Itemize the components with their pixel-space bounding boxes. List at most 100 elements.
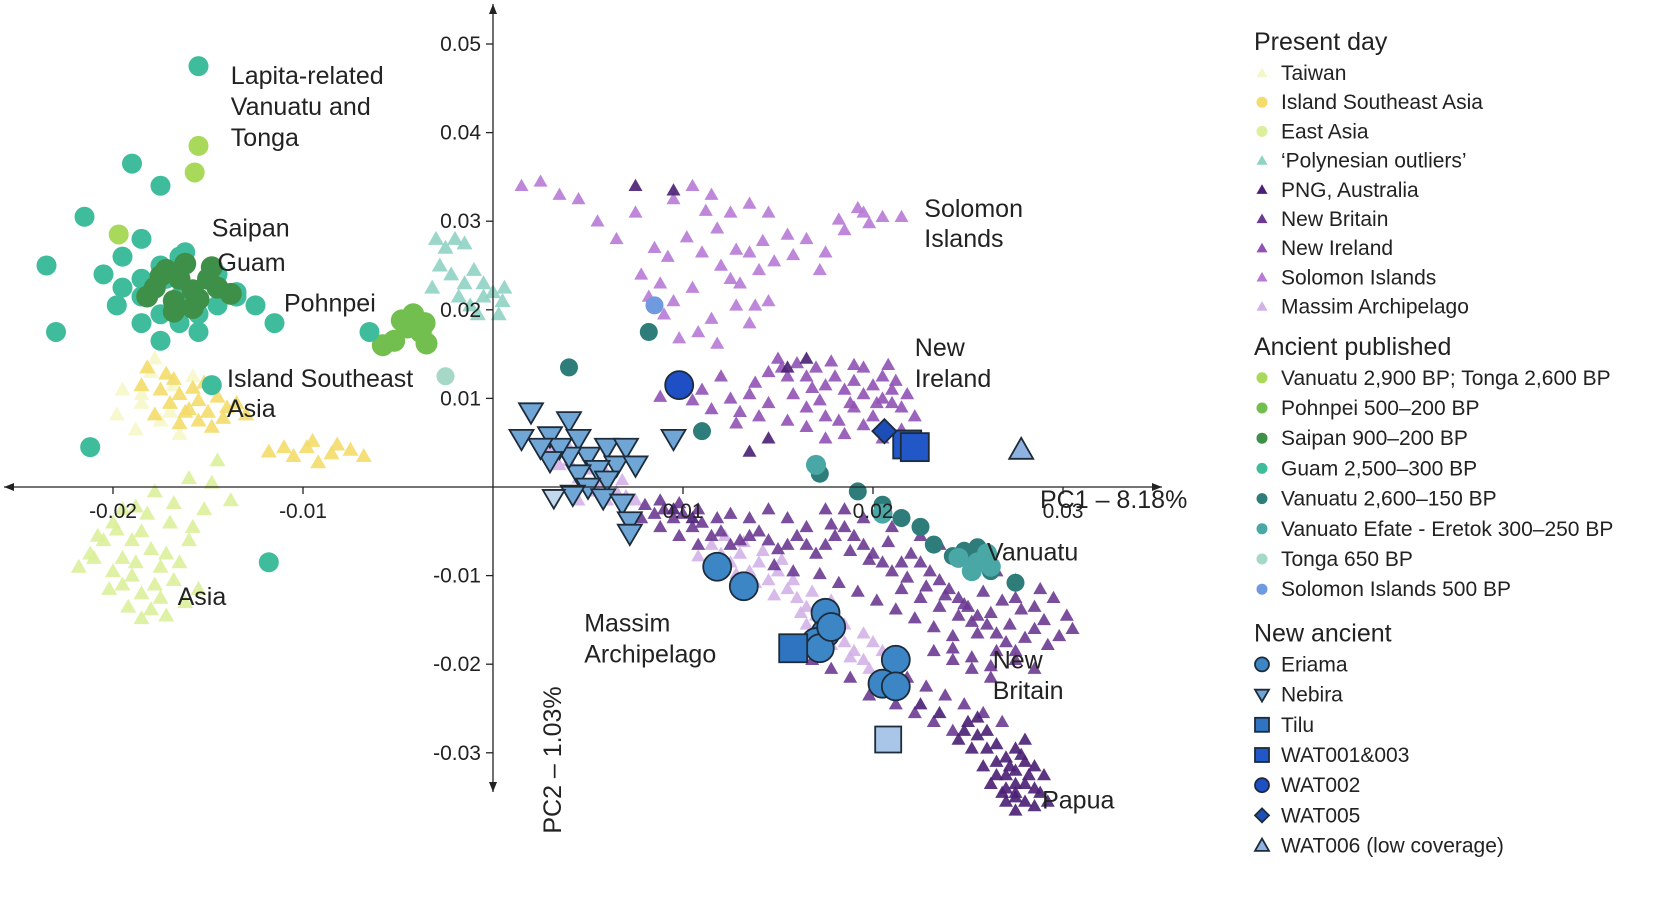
point-nebira bbox=[564, 428, 593, 453]
point-eriama bbox=[880, 671, 911, 702]
point-nebira bbox=[659, 428, 688, 453]
point-polynesian-outliers bbox=[443, 266, 460, 281]
point-solomon-islands bbox=[704, 187, 719, 200]
point-guam-2-500-300-bp bbox=[122, 153, 142, 174]
point-new-britain bbox=[824, 661, 839, 674]
region-label: Ireland bbox=[915, 365, 991, 393]
point-island-southeast-asia bbox=[152, 381, 169, 396]
point-new-britain bbox=[1002, 617, 1017, 630]
point-solomon-islands bbox=[704, 311, 719, 324]
region-label: Vanuatu bbox=[987, 539, 1078, 567]
point-new-britain bbox=[1008, 590, 1023, 603]
point-east-asia bbox=[143, 601, 159, 616]
point-wat002 bbox=[664, 370, 695, 401]
point-polynesian-outliers bbox=[475, 275, 492, 290]
legend-item-label: Pohnpei 500–200 BP bbox=[1281, 397, 1480, 420]
series-solomon-islands bbox=[514, 174, 909, 349]
point-taiwan bbox=[146, 350, 163, 365]
point-new-ireland bbox=[869, 395, 884, 409]
point-vanuatu-2-900-bp-tonga-2-600-bp bbox=[108, 224, 129, 245]
point-vanuatu-2-900-bp-tonga-2-600-bp bbox=[188, 135, 209, 156]
point-tonga-650-bp bbox=[436, 367, 455, 386]
point-solomon-islands bbox=[695, 245, 709, 258]
legend-item-label: WAT006 (low coverage) bbox=[1281, 835, 1504, 858]
point-massim-archipelago bbox=[774, 552, 789, 565]
point-new-britain bbox=[1065, 621, 1080, 635]
point-new-britain bbox=[913, 590, 928, 603]
axes-layer: -0.02 -0.01 0.01 0.02 0.03 0.05 0.04 0.03 0.02 0.… bbox=[4, 4, 1187, 834]
point-polynesian-outliers bbox=[437, 239, 454, 254]
point-solomon-islands bbox=[723, 271, 738, 285]
point-nebira bbox=[507, 428, 536, 453]
point-new-ireland bbox=[704, 402, 719, 415]
point-polynesian-outliers bbox=[462, 297, 479, 312]
point-massim-archipelago bbox=[780, 581, 795, 595]
point-massim-archipelago bbox=[615, 472, 630, 486]
point-new-britain bbox=[964, 661, 979, 674]
point-solomon-islands bbox=[742, 196, 757, 209]
point-solomon-islands bbox=[590, 214, 605, 227]
point-new-ireland bbox=[831, 413, 846, 426]
point-new-ireland bbox=[843, 395, 858, 409]
point-new-britain bbox=[1059, 608, 1074, 621]
point-massim-archipelago bbox=[786, 573, 801, 586]
point-new-ireland bbox=[761, 364, 776, 378]
point-new-ireland bbox=[824, 354, 839, 367]
point-east-asia bbox=[70, 558, 87, 573]
point-new-britain bbox=[938, 688, 953, 701]
point-massim-archipelago bbox=[837, 635, 852, 648]
point-new-ireland bbox=[828, 369, 842, 382]
point-png-australia bbox=[666, 502, 681, 515]
point-solomon-islands bbox=[761, 205, 776, 218]
point-png-australia bbox=[1021, 767, 1036, 781]
point-new-britain bbox=[907, 611, 922, 624]
point-new-britain bbox=[926, 714, 941, 728]
point-east-asia bbox=[120, 598, 137, 613]
x-axis-title: PC1 – 8.18% bbox=[1040, 486, 1187, 514]
point-new-britain bbox=[1037, 612, 1051, 626]
point-island-southeast-asia bbox=[329, 436, 346, 451]
point-new-ireland bbox=[888, 373, 903, 386]
point-east-asia bbox=[146, 483, 163, 498]
point-island-southeast-asia bbox=[162, 394, 178, 409]
point-new-britain bbox=[1052, 628, 1067, 642]
point-massim-archipelago bbox=[761, 573, 776, 586]
ancient-nebira bbox=[507, 402, 688, 547]
point-new-britain bbox=[657, 502, 671, 515]
legend-marker-wat005 bbox=[1253, 807, 1271, 824]
region-label: Guam bbox=[218, 249, 286, 277]
y-tick-label: -0.02 bbox=[433, 653, 481, 676]
point-saipan-900-200-bp bbox=[181, 297, 204, 320]
point-solomon-islands bbox=[742, 245, 757, 258]
point-island-southeast-asia bbox=[355, 447, 372, 462]
legend-item-label: Taiwan bbox=[1281, 62, 1346, 85]
point-vanuatu-2-900-bp-tonga-2-600-bp bbox=[184, 162, 205, 183]
legend-group-title: New ancient bbox=[1254, 619, 1392, 647]
point-polynesian-outliers bbox=[450, 288, 467, 303]
point-new-britain bbox=[951, 608, 966, 621]
point-png-australia bbox=[1002, 759, 1017, 772]
point-island-southeast-asia bbox=[171, 385, 188, 400]
point-new-britain bbox=[900, 570, 915, 583]
point-new-britain bbox=[1027, 599, 1042, 612]
point-new-ireland bbox=[653, 389, 668, 402]
point-island-southeast-asia bbox=[165, 370, 182, 385]
point-new-britain bbox=[919, 579, 934, 592]
point-new-britain bbox=[799, 537, 814, 550]
point-new-britain bbox=[894, 555, 909, 568]
point-new-britain bbox=[752, 524, 766, 537]
point-saipan-900-200-bp bbox=[136, 285, 159, 308]
point-new-britain bbox=[926, 619, 941, 633]
point-taiwan bbox=[127, 421, 144, 436]
ancient-saipan-900-200-bp bbox=[136, 252, 242, 323]
y-axis-arrow-top bbox=[489, 4, 497, 14]
point-new-britain bbox=[964, 650, 979, 663]
point-new-britain bbox=[904, 546, 918, 559]
point-east-asia bbox=[152, 558, 169, 573]
point-solomon-islands bbox=[752, 262, 766, 276]
point-new-ireland bbox=[885, 382, 899, 395]
ancient-vanuatu-2-900-bp-tonga-2-600-bp bbox=[108, 135, 209, 245]
point-east-asia bbox=[89, 527, 106, 542]
point-new-ireland bbox=[907, 409, 922, 422]
point-png-australia bbox=[995, 785, 1010, 798]
